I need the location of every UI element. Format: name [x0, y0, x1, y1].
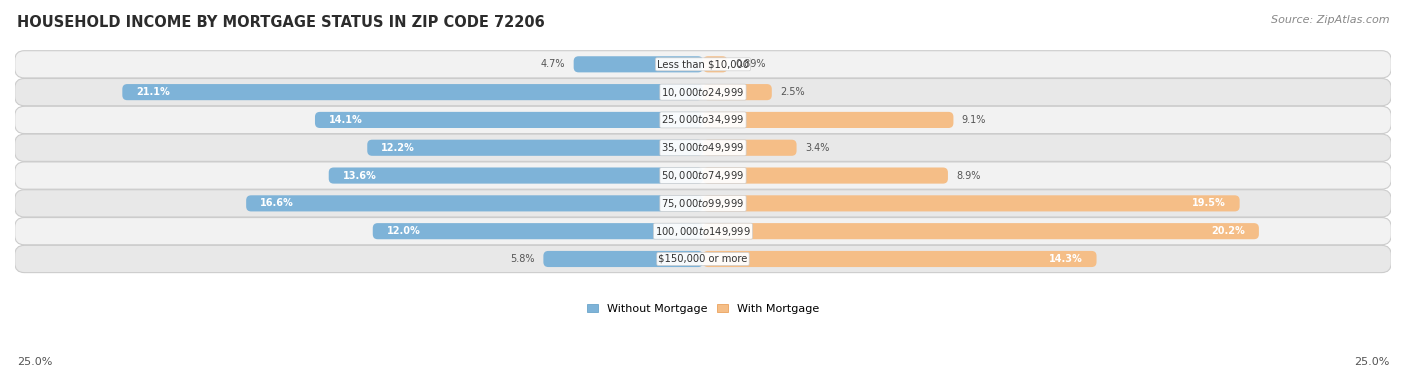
FancyBboxPatch shape: [703, 251, 1097, 267]
FancyBboxPatch shape: [14, 79, 1392, 106]
Text: 25.0%: 25.0%: [1354, 357, 1389, 367]
FancyBboxPatch shape: [703, 112, 953, 128]
Text: $150,000 or more: $150,000 or more: [658, 254, 748, 264]
Text: $100,000 to $149,999: $100,000 to $149,999: [655, 225, 751, 238]
FancyBboxPatch shape: [122, 84, 703, 100]
Text: 13.6%: 13.6%: [343, 170, 377, 181]
Text: 21.1%: 21.1%: [136, 87, 170, 97]
Text: 4.7%: 4.7%: [541, 59, 565, 69]
Text: 2.5%: 2.5%: [780, 87, 804, 97]
FancyBboxPatch shape: [703, 195, 1240, 211]
FancyBboxPatch shape: [329, 167, 703, 184]
FancyBboxPatch shape: [14, 245, 1392, 273]
Legend: Without Mortgage, With Mortgage: Without Mortgage, With Mortgage: [582, 299, 824, 318]
Text: $25,000 to $34,999: $25,000 to $34,999: [661, 113, 745, 126]
Text: 12.0%: 12.0%: [387, 226, 420, 236]
Text: $50,000 to $74,999: $50,000 to $74,999: [661, 169, 745, 182]
Text: 20.2%: 20.2%: [1212, 226, 1246, 236]
FancyBboxPatch shape: [703, 56, 727, 72]
FancyBboxPatch shape: [703, 84, 772, 100]
FancyBboxPatch shape: [315, 112, 703, 128]
Text: Source: ZipAtlas.com: Source: ZipAtlas.com: [1271, 15, 1389, 25]
Text: 12.2%: 12.2%: [381, 143, 415, 153]
Text: 14.1%: 14.1%: [329, 115, 363, 125]
FancyBboxPatch shape: [543, 251, 703, 267]
FancyBboxPatch shape: [703, 223, 1258, 239]
Text: $10,000 to $24,999: $10,000 to $24,999: [661, 86, 745, 99]
FancyBboxPatch shape: [703, 140, 797, 156]
Text: $35,000 to $49,999: $35,000 to $49,999: [661, 141, 745, 154]
Text: 0.89%: 0.89%: [735, 59, 766, 69]
FancyBboxPatch shape: [14, 162, 1392, 189]
Text: $75,000 to $99,999: $75,000 to $99,999: [661, 197, 745, 210]
Text: 14.3%: 14.3%: [1049, 254, 1083, 264]
Text: HOUSEHOLD INCOME BY MORTGAGE STATUS IN ZIP CODE 72206: HOUSEHOLD INCOME BY MORTGAGE STATUS IN Z…: [17, 15, 544, 30]
Text: 19.5%: 19.5%: [1192, 198, 1226, 208]
Text: Less than $10,000: Less than $10,000: [657, 59, 749, 69]
FancyBboxPatch shape: [14, 106, 1392, 133]
FancyBboxPatch shape: [574, 56, 703, 72]
FancyBboxPatch shape: [246, 195, 703, 211]
FancyBboxPatch shape: [14, 218, 1392, 245]
FancyBboxPatch shape: [703, 167, 948, 184]
FancyBboxPatch shape: [367, 140, 703, 156]
Text: 9.1%: 9.1%: [962, 115, 986, 125]
Text: 16.6%: 16.6%: [260, 198, 294, 208]
Text: 5.8%: 5.8%: [510, 254, 536, 264]
Text: 3.4%: 3.4%: [804, 143, 830, 153]
Text: 25.0%: 25.0%: [17, 357, 52, 367]
FancyBboxPatch shape: [14, 190, 1392, 217]
FancyBboxPatch shape: [14, 51, 1392, 78]
FancyBboxPatch shape: [373, 223, 703, 239]
FancyBboxPatch shape: [14, 134, 1392, 161]
Text: 8.9%: 8.9%: [956, 170, 980, 181]
